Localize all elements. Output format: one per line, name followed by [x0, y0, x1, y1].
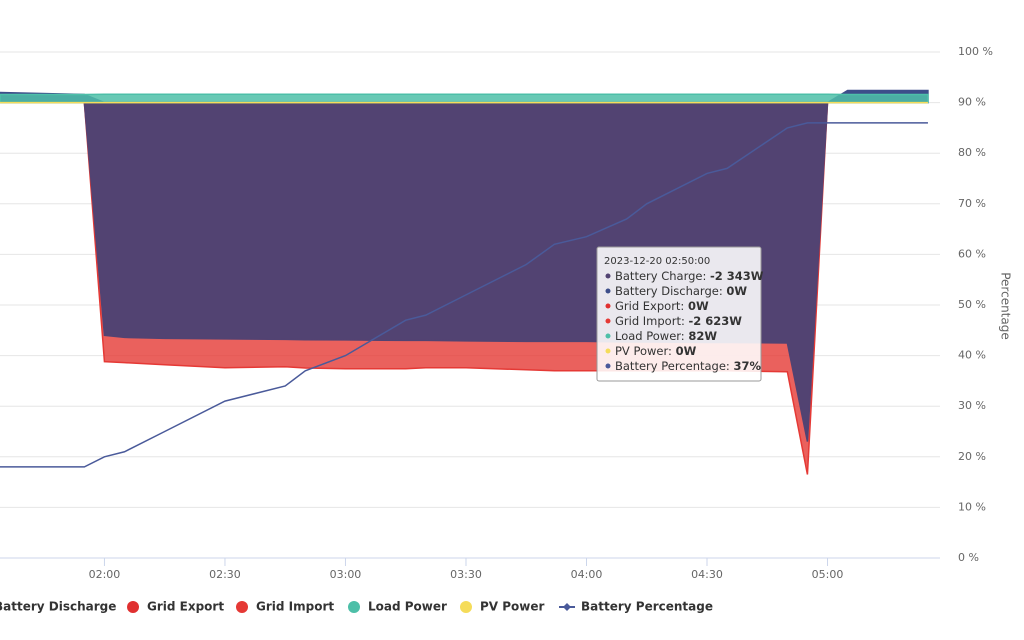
legend-label: Battery Discharge [0, 600, 116, 614]
x-tick-label: 02:30 [209, 568, 241, 581]
area-4 [0, 93, 929, 104]
battery-percentage-line [0, 122, 928, 468]
tooltip-value: 0W [726, 284, 747, 298]
x-tick-label: 05:00 [812, 568, 844, 581]
tooltip-label: Load Power: [615, 329, 688, 343]
legend-item[interactable]: Grid Import [236, 600, 334, 614]
legend-item[interactable]: Load Power [348, 600, 447, 614]
y2-tick-label: 60 % [958, 247, 986, 260]
tooltip-value: 0W [688, 299, 709, 313]
legend-item[interactable]: Battery Discharge [0, 600, 116, 614]
y2-tick-label: 90 % [958, 96, 986, 109]
y2-tick-label: 50 % [958, 298, 986, 311]
tooltip-value: 37% [733, 359, 761, 373]
legend-symbol [127, 601, 139, 613]
y2-tick-label: 100 % [958, 45, 993, 58]
tooltip-title: 2023-12-20 02:50:00 [604, 256, 710, 267]
tooltip-label: Battery Discharge: [615, 284, 726, 298]
y2-tick-label: 40 % [958, 349, 986, 362]
tooltip-dot [605, 363, 611, 369]
tooltip-label: Grid Export: [615, 299, 688, 313]
tooltip-item: Battery Charge: -2 343W [615, 269, 764, 283]
legend-item[interactable]: Battery Percentage [559, 600, 713, 614]
tooltip-box [596, 246, 762, 382]
y2-tick-label: 80 % [958, 146, 986, 159]
area-0 [0, 101, 928, 442]
legend-label: Load Power [368, 600, 447, 614]
legend-symbol [348, 601, 360, 613]
legend-symbol [460, 601, 472, 613]
legend-symbol [236, 601, 248, 613]
tooltip-dot [605, 333, 611, 339]
tooltip-item: Grid Import: -2 623W [615, 314, 742, 328]
tooltip-label: Battery Percentage: [615, 359, 733, 373]
tooltip-item: PV Power: 0W [615, 344, 697, 358]
tooltip-dot [605, 303, 611, 309]
tooltip-value: 0W [676, 344, 697, 358]
y2-axis-title: Percentage [999, 272, 1013, 340]
tooltip-dot [605, 288, 611, 294]
legend-label: Grid Export [147, 600, 224, 614]
legend-label: PV Power [480, 600, 545, 614]
x-tick-label: 04:00 [571, 568, 603, 581]
legend-label: Grid Import [256, 600, 334, 614]
x-tick-label: 03:00 [330, 568, 362, 581]
legend-item[interactable]: Grid Export [127, 600, 224, 614]
legend-symbol [563, 603, 571, 611]
tooltip-label: Battery Charge: [615, 269, 710, 283]
tooltip-value: -2 623W [689, 314, 743, 328]
y2-tick-label: 20 % [958, 450, 986, 463]
tooltip-item: Battery Discharge: 0W [615, 284, 747, 298]
tooltip-dot [605, 348, 611, 354]
tooltip-dot [605, 318, 611, 324]
legend-item[interactable]: PV Power [460, 600, 545, 614]
tooltip-item: Battery Percentage: 37% [615, 359, 761, 373]
tooltip-item: Load Power: 82W [615, 329, 717, 343]
y2-tick-label: 0 % [958, 551, 979, 564]
x-tick-label: 04:30 [691, 568, 723, 581]
y2-tick-label: 70 % [958, 197, 986, 210]
tooltip-value: -2 343W [710, 269, 764, 283]
tooltip-dot [605, 273, 611, 279]
tooltip-label: Grid Import: [615, 314, 689, 328]
y2-tick-label: 30 % [958, 399, 986, 412]
tooltip: 2023-12-20 02:50:00 Battery Charge: -2 34… [596, 246, 764, 382]
tooltip-item: Grid Export: 0W [615, 299, 709, 313]
x-tick-label: 02:00 [89, 568, 121, 581]
tooltip-label: PV Power: [615, 344, 676, 358]
x-tick-label: 03:30 [450, 568, 482, 581]
tooltip-value: 82W [688, 329, 717, 343]
y2-tick-label: 10 % [958, 500, 986, 513]
legend-label: Battery Percentage [581, 600, 713, 614]
